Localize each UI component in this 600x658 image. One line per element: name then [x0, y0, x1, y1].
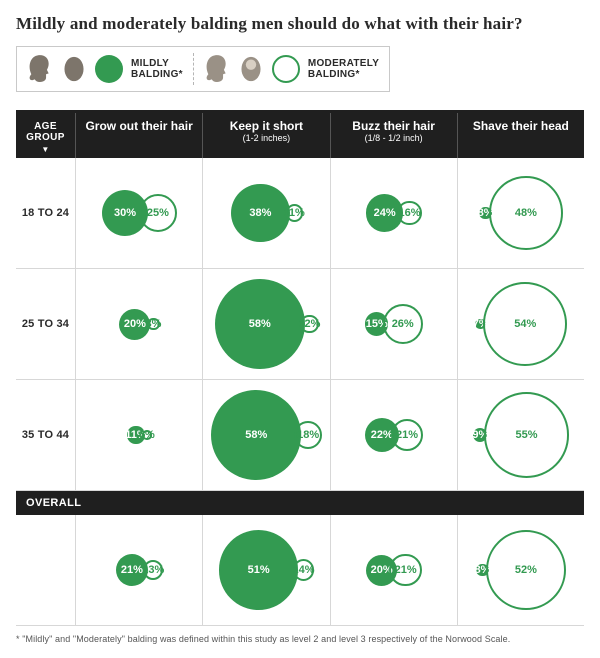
data-row: 35 TO 4411%6%58%18%22%21%9%55%: [16, 380, 584, 491]
bubble-cell: 7%54%: [458, 269, 584, 379]
legend-mild-group: MILDLY BALDING*: [27, 53, 183, 85]
moderate-bubble: 55%: [484, 392, 569, 477]
bubble-cell: 58%18%: [203, 380, 330, 490]
age-header-label: AGE GROUP: [26, 121, 65, 143]
bubble-cell: 11%6%: [76, 380, 203, 490]
header-row: AGE GROUP ▼ Grow out their hair Keep it s…: [16, 113, 584, 158]
bubble-cell: 51%14%: [203, 515, 330, 625]
moderate-bubble: 18%: [294, 421, 322, 449]
mild-bubble: 58%: [211, 390, 301, 480]
data-row: 25 TO 3420%8%58%12%15%26%7%54%: [16, 269, 584, 380]
legend-divider: [193, 53, 194, 85]
moderate-bubble: 48%: [489, 176, 563, 250]
sort-arrow-icon: ▼: [20, 145, 71, 154]
age-cell: 18 TO 24: [16, 158, 76, 268]
moderate-bubble: 21%: [391, 419, 424, 452]
data-row: 18 TO 2430%25%38%11%24%16%8%48%: [16, 158, 584, 269]
bubble-cell: 20%8%: [76, 269, 203, 379]
head-profile-icon: [27, 53, 53, 85]
bubble-cell: 20%21%: [331, 515, 458, 625]
moderate-bubble: 21%: [389, 554, 422, 587]
moderate-bubble: 8%: [147, 318, 159, 330]
moderate-bubble: 11%: [286, 204, 303, 221]
chart-grid: AGE GROUP ▼ Grow out their hair Keep it s…: [16, 110, 584, 626]
age-cell: 35 TO 44: [16, 380, 76, 490]
column-title: Keep it short: [207, 119, 325, 133]
column-title: Grow out their hair: [80, 119, 198, 133]
age-cell: [16, 515, 76, 625]
bubble-cell: 21%13%: [76, 515, 203, 625]
column-title: Buzz their hair: [335, 119, 453, 133]
age-cell: 25 TO 34: [16, 269, 76, 379]
column-title: Shave their head: [462, 119, 580, 133]
moderate-bubble: 25%: [139, 194, 178, 233]
data-row: 21%13%51%14%20%21%8%52%: [16, 515, 584, 626]
legend-mod-label: MODERATELY BALDING*: [308, 58, 379, 80]
legend-hollow-circle-icon: [272, 55, 300, 83]
column-subtitle: (1/8 - 1/2 inch): [335, 133, 453, 143]
moderate-bubble: 26%: [383, 304, 423, 344]
head-top-icon: [61, 53, 87, 85]
column-header: Grow out their hair: [76, 113, 203, 158]
moderate-bubble: 54%: [483, 282, 567, 366]
head-top-bald-icon: [238, 53, 264, 85]
bubble-cell: 24%16%: [331, 158, 458, 268]
age-header: AGE GROUP ▼: [16, 113, 76, 158]
moderate-bubble: 6%: [142, 430, 151, 439]
bubble-cell: 8%48%: [458, 158, 584, 268]
bubble-cell: 8%52%: [458, 515, 584, 625]
mild-bubble: 51%: [219, 530, 298, 609]
legend: MILDLY BALDING* MODERATELY BALDING*: [16, 46, 390, 92]
moderate-bubble: 13%: [143, 560, 163, 580]
mild-bubble: 58%: [215, 279, 305, 369]
column-header: Keep it short(1-2 inches): [203, 113, 330, 158]
bubble-cell: 30%25%: [76, 158, 203, 268]
head-profile-bald-icon: [204, 53, 230, 85]
column-header: Buzz their hair(1/8 - 1/2 inch): [331, 113, 458, 158]
legend-mod-group: MODERATELY BALDING*: [204, 53, 379, 85]
moderate-bubble: 16%: [397, 201, 422, 226]
mild-bubble: 38%: [231, 184, 290, 243]
moderate-bubble: 12%: [300, 315, 319, 334]
bubble-cell: 9%55%: [458, 380, 584, 490]
bubble-cell: 15%26%: [331, 269, 458, 379]
column-subtitle: (1-2 inches): [207, 133, 325, 143]
moderate-bubble: 52%: [486, 530, 567, 611]
page-title: Mildly and moderately balding men should…: [16, 14, 584, 34]
footnote: * "Mildly" and "Moderately" balding was …: [16, 634, 584, 644]
bubble-cell: 22%21%: [331, 380, 458, 490]
legend-mild-label: MILDLY BALDING*: [131, 58, 183, 80]
bubble-cell: 58%12%: [203, 269, 330, 379]
column-header: Shave their head: [458, 113, 584, 158]
overall-header: OVERALL: [16, 491, 584, 515]
bubble-cell: 38%11%: [203, 158, 330, 268]
legend-filled-circle-icon: [95, 55, 123, 83]
moderate-bubble: 14%: [293, 559, 315, 581]
